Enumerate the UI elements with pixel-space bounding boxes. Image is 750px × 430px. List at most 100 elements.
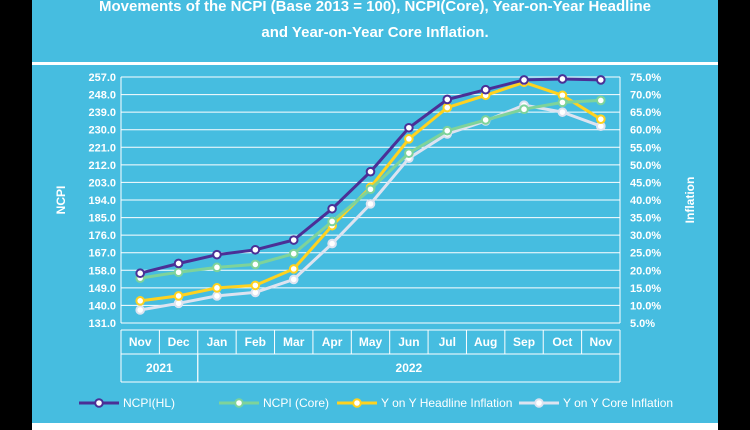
data-point-ncpi-hl	[442, 94, 453, 105]
right-tick-label: 40.0%	[630, 195, 661, 207]
x-tick-label: Jan	[207, 335, 228, 349]
data-point-yoy-headline	[404, 134, 414, 144]
data-point-yoy-headline	[596, 114, 606, 124]
data-point-ncpi-core	[288, 248, 299, 259]
figure-panel: Movements of the NCPI (Base 2013 = 100),…	[32, 0, 718, 430]
x-tick-label: May	[359, 335, 383, 349]
x-tick-label: Jun	[398, 335, 419, 349]
right-tick-label: 65.0%	[630, 107, 661, 119]
chart-title-line-1: Movements of the NCPI (Base 2013 = 100),…	[99, 0, 651, 15]
chart-title: Movements of the NCPI (Base 2013 = 100),…	[32, 0, 718, 56]
left-tick-label: 140.0	[88, 300, 116, 312]
legend-swatch-marker	[352, 398, 362, 408]
left-tick-label: 221.0	[88, 142, 116, 154]
left-tick-label: 203.0	[88, 177, 116, 189]
data-point-yoy-core	[135, 305, 145, 315]
right-tick-label: 25.0%	[630, 248, 661, 260]
x-tick-label: Feb	[245, 335, 266, 349]
data-point-ncpi-core	[519, 104, 529, 115]
left-axis-title: NCPI	[54, 186, 68, 215]
data-point-ncpi-core	[442, 125, 453, 136]
data-point-ncpi-hl	[557, 74, 568, 84]
legend-label: Y on Y Headline Inflation	[381, 396, 512, 410]
data-point-yoy-headline	[135, 296, 145, 306]
data-point-ncpi-core	[557, 97, 568, 108]
right-tick-label: 20.0%	[630, 265, 661, 277]
data-point-ncpi-core	[212, 262, 222, 273]
data-point-yoy-core	[557, 107, 568, 117]
data-point-yoy-headline	[173, 291, 184, 301]
data-point-yoy-headline	[250, 280, 261, 291]
data-point-ncpi-core	[173, 267, 184, 278]
left-tick-label: 176.0	[88, 230, 116, 242]
legend-swatch-marker	[234, 398, 244, 408]
legend-swatch-marker	[534, 398, 544, 408]
left-tick-label: 158.0	[88, 265, 116, 277]
x-tick-label: Mar	[283, 335, 305, 349]
x-tick-label: Aug	[474, 335, 497, 349]
legend-label: NCPI (Core)	[263, 396, 329, 410]
legend-label: Y on Y Core Inflation	[563, 396, 673, 410]
data-point-ncpi-hl	[404, 122, 414, 133]
data-point-ncpi-hl	[173, 258, 184, 269]
left-tick-label: 149.0	[88, 283, 116, 295]
data-point-yoy-core	[327, 238, 337, 249]
legend-label: NCPI(HL)	[123, 396, 175, 410]
left-tick-label: 248.0	[88, 90, 116, 102]
right-tick-label: 50.0%	[630, 160, 661, 172]
x-tick-label: Dec	[168, 335, 190, 349]
data-point-yoy-headline	[288, 264, 299, 274]
x-tick-label: Nov	[129, 335, 152, 349]
year-label: 2021	[146, 361, 173, 375]
data-point-ncpi-hl	[480, 84, 491, 95]
x-tick-label: Oct	[552, 335, 572, 349]
right-tick-label: 75.0%	[630, 72, 661, 84]
data-point-ncpi-hl	[596, 75, 606, 85]
legend-swatch-marker	[94, 398, 104, 408]
data-point-yoy-headline	[212, 283, 222, 293]
right-tick-label: 10.0%	[630, 300, 661, 312]
right-tick-label: 70.0%	[630, 90, 661, 102]
left-tick-label: 230.0	[88, 125, 116, 137]
line-chart: 257.0 75.0% 248.0 70.0% 239.0 65.0% 230.0 60.0%…	[54, 72, 697, 410]
data-point-ncpi-hl	[212, 249, 222, 260]
right-axis-title: Inflation	[683, 177, 697, 224]
left-tick-label: 239.0	[88, 107, 116, 119]
data-point-ncpi-core	[480, 115, 491, 125]
chart-card: Movements of the NCPI (Base 2013 = 100),…	[32, 0, 718, 423]
data-point-ncpi-core	[250, 259, 261, 270]
data-point-ncpi-hl	[365, 166, 376, 177]
right-tick-label: 55.0%	[630, 142, 661, 154]
data-point-yoy-core	[288, 274, 299, 285]
right-tick-label: 45.0%	[630, 177, 661, 189]
year-label: 2022	[396, 361, 423, 375]
x-tick-label: Jul	[439, 335, 456, 349]
data-point-yoy-core	[365, 199, 376, 209]
left-tick-label: 131.0	[88, 318, 116, 330]
data-point-ncpi-hl	[327, 203, 337, 214]
right-tick-label: 30.0%	[630, 230, 661, 242]
data-point-yoy-core	[212, 291, 222, 301]
data-point-ncpi-core	[404, 148, 414, 158]
left-tick-label: 257.0	[88, 72, 116, 84]
data-point-ncpi-core	[365, 184, 376, 195]
x-tick-label: Nov	[589, 335, 612, 349]
data-point-yoy-headline	[442, 102, 453, 113]
right-tick-label: 15.0%	[630, 283, 661, 295]
data-point-ncpi-core	[596, 95, 606, 106]
left-tick-label: 212.0	[88, 160, 116, 172]
chart-title-line-2: and Year-on-Year Core Inflation.	[261, 24, 489, 41]
data-point-ncpi-core	[327, 216, 337, 227]
data-point-ncpi-hl	[519, 75, 529, 85]
left-tick-label: 167.0	[88, 248, 116, 260]
data-point-ncpi-hl	[250, 244, 261, 255]
right-tick-label: 60.0%	[630, 125, 661, 137]
right-tick-label: 35.0%	[630, 213, 661, 225]
title-divider	[32, 62, 718, 65]
left-tick-label: 194.0	[88, 195, 116, 207]
data-point-ncpi-hl	[135, 268, 145, 279]
right-tick-label: 5.0%	[630, 318, 655, 330]
data-point-ncpi-hl	[288, 235, 299, 245]
x-tick-label: Sep	[513, 335, 535, 349]
left-tick-label: 185.0	[88, 213, 116, 225]
